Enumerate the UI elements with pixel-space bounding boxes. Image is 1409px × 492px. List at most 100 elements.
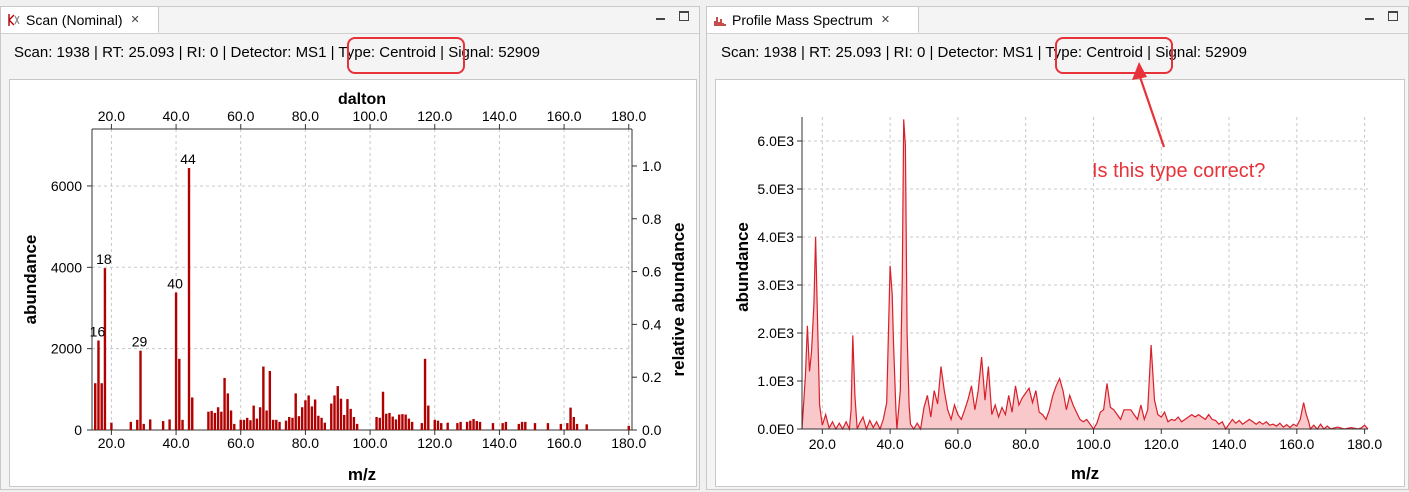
spectrum-bar <box>229 410 233 430</box>
x-axis-title: m/z <box>1071 464 1099 483</box>
type-highlight-box <box>347 37 465 74</box>
x-tick-label: 20.0 <box>98 435 125 451</box>
x-tick-label: 80.0 <box>1012 436 1039 452</box>
spectrum-icon <box>714 16 726 26</box>
spectrum-bar <box>288 416 291 430</box>
spectrum-bar <box>94 383 97 430</box>
tab-profile-mass-spectrum[interactable]: Profile Mass Spectrum ✕ <box>707 7 919 33</box>
spectrum-bar <box>355 423 359 430</box>
minimize-icon[interactable] <box>656 12 665 20</box>
x-tick-label: 20.0 <box>809 436 836 452</box>
spectrum-bar <box>410 421 414 430</box>
y2-tick-label: 0.2 <box>642 369 662 385</box>
spectrum-bar <box>320 417 323 430</box>
spectrum-bar <box>378 417 381 430</box>
top-tick-label: 140.0 <box>482 108 517 124</box>
spectrum-bar <box>349 408 352 430</box>
spectrum-bar <box>427 405 430 430</box>
spectrum-bar <box>139 350 142 430</box>
spectrum-bar <box>394 419 398 430</box>
top-tick-label: 40.0 <box>162 108 189 124</box>
type-highlight-box <box>1055 37 1173 74</box>
spectrum-bar <box>142 423 145 430</box>
spectrum-bar <box>456 423 459 430</box>
spectrum-bar <box>352 416 356 430</box>
spectrum-bar <box>291 417 294 430</box>
close-icon[interactable]: ✕ <box>130 14 140 26</box>
spectrum-bar <box>249 420 252 430</box>
spectrum-bar <box>333 395 336 430</box>
tab-scan-nominal[interactable]: Scan (Nominal) ✕ <box>1 7 159 33</box>
spectrum-bar <box>469 420 472 430</box>
spectrum-bar <box>149 419 152 430</box>
x-tick-label: 120.0 <box>1144 436 1179 452</box>
y2-tick-label: 0.0 <box>642 422 662 438</box>
spectrum-bar <box>585 424 588 430</box>
peak-label: 16 <box>90 324 106 340</box>
spectrum-bar <box>397 414 401 430</box>
nominal-spectrum-chart: 20.0 20.0 40.0 40.0 60.0 60.0 80.0 80.0 100.0 100… <box>21 91 688 484</box>
top-tick-label: 20.0 <box>98 108 125 124</box>
tab-label: Scan (Nominal) <box>26 11 123 28</box>
spectrum-bar <box>388 412 391 430</box>
y-axis-title: abundance <box>21 235 40 325</box>
spectrum-bar <box>271 419 275 430</box>
spectrum-bar <box>465 421 469 430</box>
scan-signal-text: | Signal: 52909 <box>440 44 540 61</box>
spectrum-bar <box>491 423 495 430</box>
spectrum-bar <box>336 386 339 430</box>
close-icon[interactable]: ✕ <box>880 14 891 26</box>
x-tick-label: 160.0 <box>547 435 582 451</box>
x-tick-label: 60.0 <box>944 436 971 452</box>
y2-axis-title: relative abundance <box>669 222 688 376</box>
maximize-icon[interactable] <box>1388 11 1398 21</box>
spectrum-bar <box>278 421 281 430</box>
spectrum-bar <box>546 423 550 430</box>
y-tick-label: 5.0E3 <box>757 181 794 197</box>
y-tick-label: 4000 <box>51 259 82 275</box>
spectrum-bar <box>136 419 139 430</box>
top-axis-title: dalton <box>338 91 386 108</box>
spectrum-bar <box>459 421 462 430</box>
y2-tick-label: 1.0 <box>642 158 662 174</box>
profile-chart-area: 20.0 40.0 60.0 80.0 100.0 120.0 140.0 160.0 180.… <box>715 79 1405 487</box>
spectrum-bar <box>216 407 220 430</box>
spectrum-bar <box>566 423 569 430</box>
spectrum-bar <box>191 397 194 430</box>
spectrum-bar <box>346 399 349 430</box>
minimize-icon[interactable] <box>1365 12 1374 20</box>
spectrum-bar <box>110 422 113 430</box>
spectrum-bar <box>252 405 255 430</box>
peak-label: 18 <box>96 251 112 267</box>
window-controls <box>1365 11 1398 21</box>
spectrum-bar <box>520 421 524 430</box>
top-tick-label: 160.0 <box>547 108 582 124</box>
spectrum-bar <box>239 419 242 430</box>
y2-tick-label: 0.6 <box>642 264 662 280</box>
spectrum-bar <box>575 423 579 430</box>
scan-nominal-panel: Scan (Nominal) ✕ Scan: 1938 | RT: 25.093… <box>0 6 700 490</box>
spectrum-bar <box>258 407 262 430</box>
spectrum-bar <box>294 393 297 430</box>
scan-icon <box>8 13 20 26</box>
profile-line <box>801 119 1369 432</box>
spectrum-bar <box>343 414 346 430</box>
spectrum-bar <box>569 407 572 430</box>
peak-label: 29 <box>132 334 148 350</box>
spectrum-bar <box>446 422 449 430</box>
spectrum-bar <box>385 413 388 430</box>
spectrum-bar <box>255 418 259 430</box>
profile-spectrum-chart: 20.0 40.0 60.0 80.0 100.0 120.0 140.0 160.0 180.… <box>733 117 1382 483</box>
spectrum-bar <box>472 419 475 430</box>
y-axis-title: abundance <box>733 222 752 312</box>
y-tick-label: 6000 <box>51 178 82 194</box>
top-tick-label: 180.0 <box>611 108 646 124</box>
top-tick-label: 120.0 <box>417 108 452 124</box>
y-tick-label: 1.0E3 <box>757 373 794 389</box>
spectrum-bar <box>304 400 307 430</box>
scan-info-bar: Scan: 1938 | RT: 25.093 | RI: 0 | Detect… <box>14 44 540 61</box>
x-tick-label: 100.0 <box>353 435 388 451</box>
maximize-icon[interactable] <box>679 11 689 21</box>
spectrum-bar <box>268 371 272 430</box>
spectrum-bar <box>433 419 436 430</box>
